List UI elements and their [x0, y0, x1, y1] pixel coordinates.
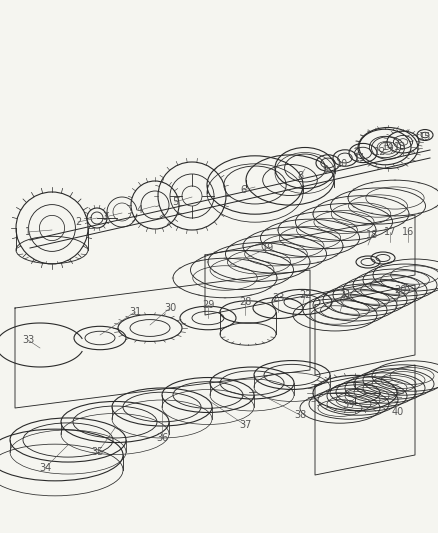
Text: 39: 39	[342, 400, 354, 410]
Text: 17: 17	[384, 227, 396, 237]
Text: 33: 33	[22, 335, 34, 345]
Text: 18: 18	[366, 230, 378, 240]
Text: 5: 5	[172, 197, 178, 207]
Text: 10: 10	[336, 159, 348, 169]
Text: 40: 40	[392, 407, 404, 417]
Text: 2: 2	[75, 217, 81, 227]
Text: 31: 31	[129, 307, 141, 317]
Text: 4: 4	[137, 205, 143, 215]
Text: 28: 28	[239, 297, 251, 307]
Text: 35: 35	[92, 447, 104, 457]
Text: 8: 8	[297, 171, 303, 181]
Text: 23: 23	[272, 293, 284, 303]
Text: 1: 1	[25, 227, 31, 237]
Text: 37: 37	[239, 420, 251, 430]
Text: 16: 16	[402, 227, 414, 237]
Text: 36: 36	[156, 433, 168, 443]
Text: 38: 38	[294, 410, 306, 420]
Text: 15: 15	[419, 132, 431, 142]
Text: 29: 29	[202, 300, 214, 310]
Text: 22: 22	[299, 290, 311, 300]
Text: 14: 14	[382, 142, 394, 152]
Text: 34: 34	[39, 463, 51, 473]
Text: 3: 3	[102, 212, 108, 222]
Text: 30: 30	[164, 303, 176, 313]
Text: 13: 13	[394, 142, 406, 152]
Text: 11: 11	[354, 153, 366, 163]
Text: 19: 19	[262, 243, 274, 253]
Text: 20: 20	[394, 285, 406, 295]
Text: 6: 6	[240, 185, 246, 195]
Text: 12: 12	[374, 147, 386, 157]
Text: 21: 21	[339, 290, 351, 300]
Text: 9: 9	[322, 165, 328, 175]
